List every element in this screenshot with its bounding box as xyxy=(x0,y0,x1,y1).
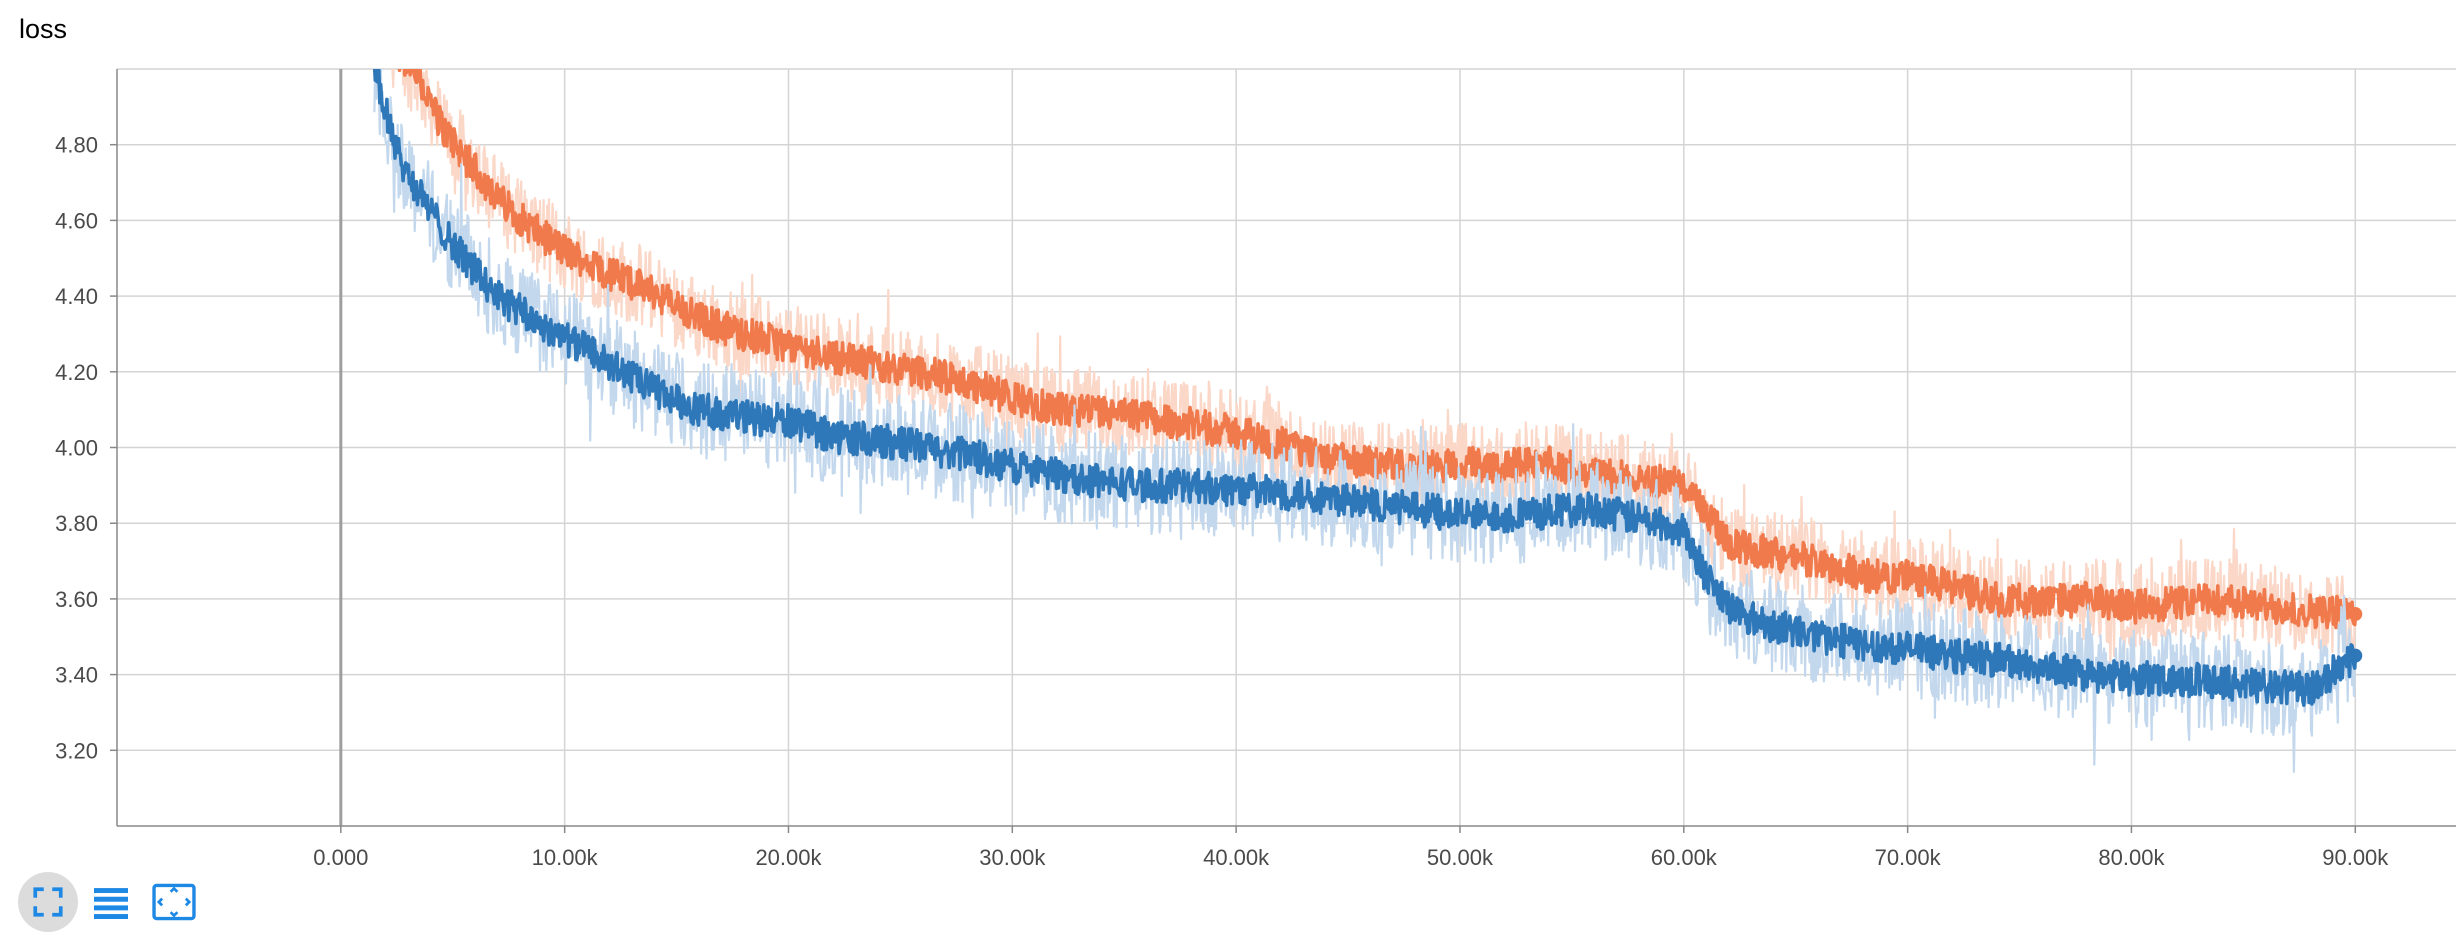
expand-chart-button[interactable] xyxy=(144,872,204,932)
series-1-raw-line xyxy=(373,69,2356,774)
y-tick-label: 4.00 xyxy=(55,436,98,461)
y-tick-label: 3.20 xyxy=(55,738,98,763)
y-tick-label: 4.40 xyxy=(55,284,98,309)
y-tick-label: 4.20 xyxy=(55,360,98,385)
series-1-smoothed-line xyxy=(372,69,2358,707)
series-0-smoothed-line xyxy=(397,69,2358,631)
chart-title: loss xyxy=(19,14,68,44)
x-tick-label: 80.00k xyxy=(2098,845,2165,870)
y-tick-label: 3.60 xyxy=(55,587,98,612)
fit-domain-button[interactable] xyxy=(18,872,78,932)
x-tick-label: 50.00k xyxy=(1427,845,1494,870)
x-tick-label: 0.000 xyxy=(313,845,368,870)
plot-area[interactable] xyxy=(372,0,2363,774)
fullscreen-icon xyxy=(33,887,63,917)
toggle-log-scale-button[interactable] xyxy=(81,872,141,932)
series-0-raw-line xyxy=(391,69,2356,667)
x-tick-label: 10.00k xyxy=(532,845,599,870)
series-0-end-point xyxy=(2348,607,2363,622)
y-tick-label: 4.60 xyxy=(55,208,98,233)
expand-icon xyxy=(152,883,196,921)
y-tick-label: 4.80 xyxy=(55,133,98,158)
x-tick-label: 30.00k xyxy=(979,845,1046,870)
list-icon xyxy=(94,888,128,919)
chart-toolbar xyxy=(18,872,207,932)
x-tick-label: 20.00k xyxy=(755,845,822,870)
x-tick-label: 40.00k xyxy=(1203,845,1270,870)
series-1-end-point xyxy=(2348,648,2363,663)
y-tick-label: 3.80 xyxy=(55,511,98,536)
x-tick-label: 90.00k xyxy=(2322,845,2389,870)
x-tick-label: 60.00k xyxy=(1651,845,1718,870)
x-tick-label: 70.00k xyxy=(1875,845,1942,870)
axes: 3.20 3.40 3.60 3.80 4.00 4.20 4.40 4.60 4.80 0.00… xyxy=(55,69,2456,870)
y-tick-label: 3.40 xyxy=(55,663,98,688)
loss-chart[interactable]: 3.20 3.40 3.60 3.80 4.00 4.20 4.40 4.60 4.80 0.00… xyxy=(0,0,2456,870)
